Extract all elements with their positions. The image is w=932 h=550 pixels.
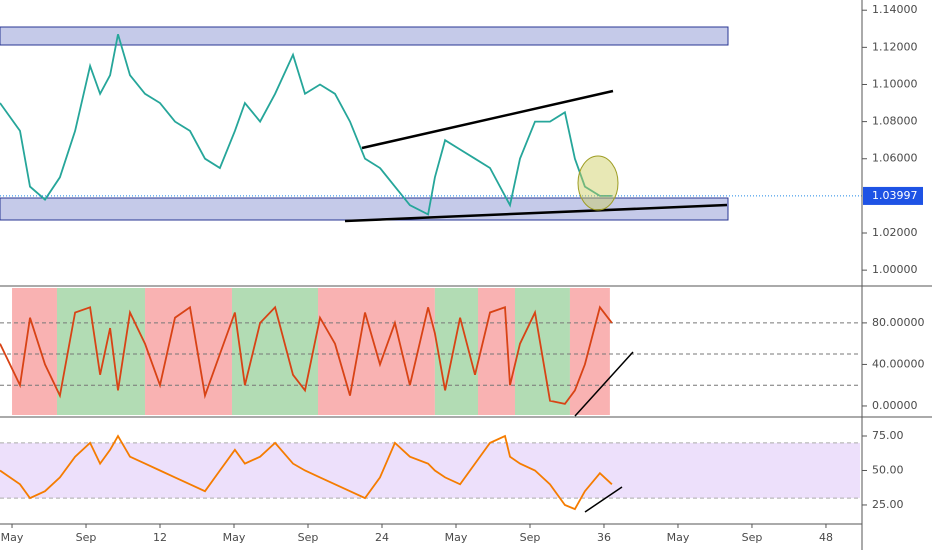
y-tick-label: 1.12000 [872,40,918,53]
x-tick-label: 24 [375,531,389,544]
resistance-zone [0,26,729,46]
trend-line [584,486,623,513]
x-tick-label: May [1,531,24,544]
marks [0,34,862,511]
x-tick-label: 36 [597,531,611,544]
x-tick-label: 12 [153,531,167,544]
band [0,442,860,499]
y-tick-label: 40.00000 [872,357,925,370]
x-tick-label: May [667,531,690,544]
zone [145,288,232,415]
trend-line [574,351,634,417]
last-price-label: 1.03997 [872,189,918,202]
zone [12,288,57,415]
zone [56,288,146,415]
trend-line [361,89,614,150]
zone [434,288,479,415]
y-tick-label: 1.06000 [872,152,918,165]
zone [478,288,516,415]
y-tick-label: 50.00 [872,463,904,476]
y-tick-label: 75.00 [872,429,904,442]
last-price-box [863,186,923,205]
series-line [0,434,613,511]
x-tick-label: Sep [520,531,541,544]
y-tick-label: 80.00000 [872,316,925,329]
y-tick-label: 1.08000 [872,115,918,128]
series-line [0,305,613,405]
x-tick-label: May [445,531,468,544]
highlight-circle [577,155,619,211]
y-tick-label: 1.00000 [872,263,918,276]
x-tick-label: 48 [819,531,833,544]
y-tick-label: 25.00 [872,498,904,511]
x-tick-label: Sep [76,531,97,544]
zone [569,288,610,415]
x-tick-label: May [223,531,246,544]
x-tick-label: Sep [742,531,763,544]
series-line [0,34,612,216]
y-tick-label: 1.10000 [872,77,918,90]
trend-line [344,203,728,223]
y-tick-label: 0.00000 [872,399,918,412]
y-tick-label: 1.02000 [872,226,918,239]
x-tick-label: Sep [298,531,319,544]
y-tick-label: 1.14000 [872,3,918,16]
